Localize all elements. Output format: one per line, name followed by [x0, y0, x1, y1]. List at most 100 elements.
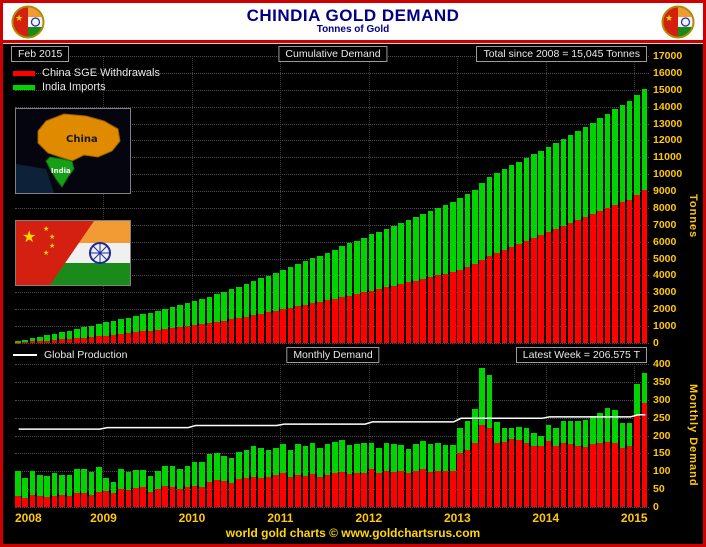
gridline-year — [103, 364, 105, 507]
india-bar-segment — [501, 169, 508, 251]
gridline-h — [15, 72, 649, 74]
india-bar-segment — [641, 372, 648, 404]
india-bar-segment — [390, 444, 397, 472]
cumulative-demand-label: Cumulative Demand — [278, 46, 388, 62]
china-bar-segment — [560, 225, 567, 343]
india-bar-segment — [442, 444, 449, 472]
china-bar-segment — [118, 489, 124, 507]
india-bar-segment — [523, 157, 530, 241]
china-bar-segment — [405, 282, 412, 343]
china-bar-segment — [125, 489, 132, 507]
india-bar-segment — [103, 478, 110, 491]
china-india-map-inset: China India — [15, 108, 131, 194]
y-tick-label: 50 — [653, 483, 665, 496]
india-bar-segment — [449, 202, 456, 273]
china-star-icon: ★ — [15, 14, 23, 24]
india-bar-segment — [575, 420, 581, 446]
india-bar-segment — [590, 122, 596, 215]
india-bar-segment — [37, 474, 43, 497]
china-bar-segment — [184, 487, 191, 507]
china-bar-segment — [66, 496, 73, 507]
legend: China SGE Withdrawals India Imports — [13, 66, 160, 94]
india-bar-segment — [324, 444, 331, 475]
india-bar-segment — [398, 444, 404, 471]
india-bar-segment — [258, 448, 264, 478]
china-bar-segment — [236, 479, 242, 507]
china-bar-segment — [132, 332, 139, 343]
china-bar-segment — [405, 473, 412, 507]
india-bar-segment — [155, 471, 161, 490]
india-bar-segment — [332, 249, 338, 299]
china-bar-segment — [516, 243, 522, 343]
india-bar-segment — [29, 471, 36, 495]
india-bar-segment — [37, 336, 43, 341]
india-bar-segment — [354, 444, 360, 474]
gridline-h — [15, 123, 649, 125]
china-bar-segment — [44, 340, 51, 343]
india-bar-segment — [531, 154, 537, 238]
china-bar-segment — [612, 442, 618, 507]
china-bar-segment — [73, 338, 80, 343]
india-bar-segment — [206, 454, 213, 482]
monthly-chart — [15, 364, 649, 508]
india-bar-segment — [295, 264, 301, 307]
y-tick-label: 7000 — [653, 218, 677, 231]
china-bar-segment — [199, 324, 205, 343]
china-bar-segment — [486, 428, 493, 507]
india-bar-segment — [361, 237, 368, 293]
y-tick-label: 5000 — [653, 252, 677, 265]
china-bar-segment — [295, 306, 301, 343]
india-bar-segment — [545, 147, 552, 232]
china-bar-segment — [250, 315, 257, 343]
china-bar-segment — [398, 470, 404, 507]
india-bar-segment — [339, 246, 345, 298]
cumulative-chart — [15, 56, 649, 344]
china-bar-segment — [413, 471, 419, 507]
china-bar-segment — [486, 256, 493, 343]
india-bar-segment — [457, 198, 463, 270]
china-bar-segment — [140, 331, 146, 343]
y-tick-label: 13000 — [653, 117, 683, 130]
india-bar-segment — [479, 367, 485, 425]
china-bar-segment — [302, 304, 309, 343]
india-territory-shape — [45, 156, 75, 188]
y-tick-label: 3000 — [653, 286, 677, 299]
india-bar-segment — [516, 427, 522, 440]
india-bar-segment — [110, 321, 117, 335]
footer-credit-text: world gold charts © www.goldchartsrus.co… — [225, 526, 481, 540]
china-bar-segment — [472, 442, 478, 507]
india-bar-segment — [73, 328, 80, 339]
india-bar-segment — [457, 428, 463, 454]
china-star-icon: ★ — [665, 14, 673, 24]
india-bar-segment — [641, 89, 648, 191]
india-bar-segment — [405, 448, 412, 474]
india-bar-segment — [302, 446, 309, 476]
india-bar-segment — [177, 468, 183, 490]
china-bar-segment — [147, 492, 154, 507]
ashoka-chakra-icon — [680, 16, 691, 27]
china-bar-segment — [287, 307, 294, 343]
china-bar-segment — [81, 337, 87, 343]
china-bar-segment — [383, 471, 390, 507]
china-bar-segment — [575, 445, 581, 507]
china-bar-segment — [442, 471, 449, 507]
china-bar-segment — [236, 318, 242, 343]
india-bar-segment — [302, 261, 309, 305]
y-tick-label: 6000 — [653, 235, 677, 248]
china-bar-segment — [501, 250, 508, 343]
gridline-h — [15, 241, 649, 243]
india-bar-segment — [236, 452, 242, 480]
china-bar-segment — [354, 293, 360, 343]
china-bar-segment — [390, 285, 397, 343]
india-bar-segment — [405, 219, 412, 283]
china-bar-segment — [88, 336, 95, 343]
india-bar-segment — [44, 335, 51, 341]
china-bar-segment — [449, 471, 456, 507]
chart-region: Feb 2015 Cumulative Demand Total since 2… — [3, 43, 703, 541]
china-bar-segment — [376, 288, 382, 343]
china-bar-segment — [191, 325, 198, 343]
india-bar-segment — [383, 442, 390, 472]
china-flag-small-star-icon: ★ — [43, 225, 49, 233]
china-bar-segment — [457, 453, 463, 507]
china-bar-segment — [626, 446, 633, 507]
